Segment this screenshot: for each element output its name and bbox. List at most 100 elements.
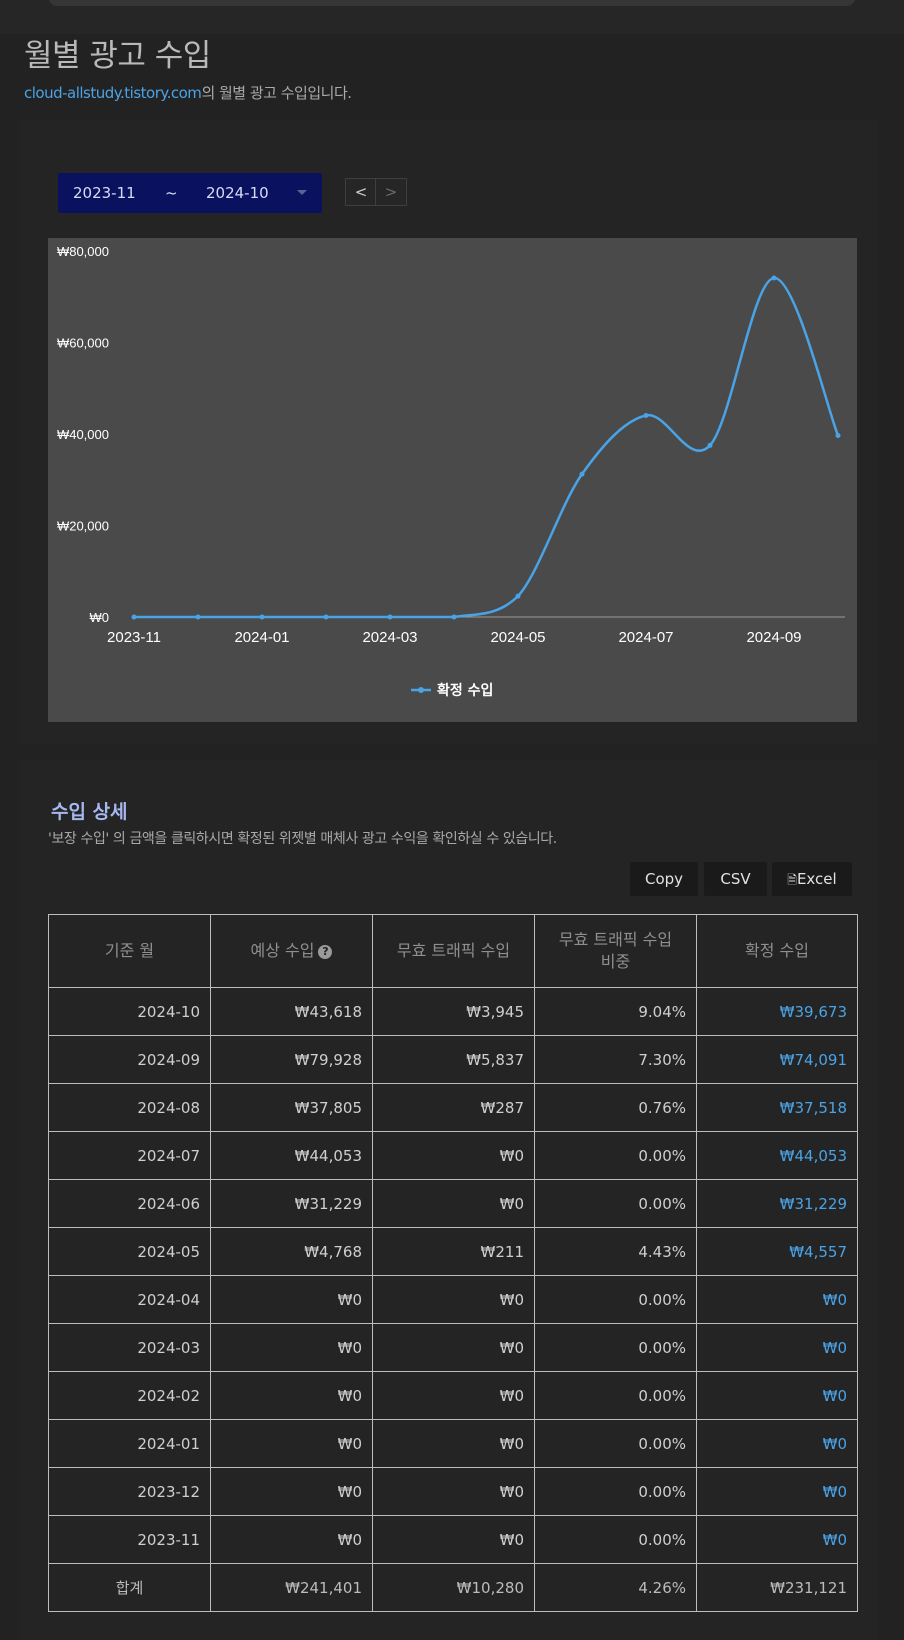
cell-month: 2024-04 (48, 1275, 211, 1324)
cell-invalid: ₩0 (372, 1179, 535, 1228)
cell-confirmed[interactable]: ₩0 (696, 1515, 858, 1564)
legend-label: 확정 수입 (437, 682, 493, 699)
y-tick-label: ₩60,000 (57, 336, 109, 351)
cell-confirmed[interactable]: ₩74,091 (696, 1035, 858, 1084)
cell-confirmed[interactable]: ₩0 (696, 1467, 858, 1516)
cell-ratio: 0.00% (534, 1371, 697, 1420)
cell-ratio: 0.00% (534, 1275, 697, 1324)
cell-confirmed[interactable]: ₩31,229 (696, 1179, 858, 1228)
header-invalid-ratio: 무효 트래픽 수입 비중 (534, 914, 697, 988)
copy-button[interactable]: Copy (630, 862, 698, 896)
header-expected: 예상 수입? (210, 914, 373, 988)
cell-month: 2023-12 (48, 1467, 211, 1516)
excel-button[interactable]: 🗎Excel (772, 862, 852, 896)
cell-invalid: ₩0 (372, 1419, 535, 1468)
data-point (707, 442, 713, 448)
total-cell-ratio: 4.26% (534, 1563, 697, 1612)
header-confirmed: 확정 수입 (696, 914, 858, 988)
cell-invalid: ₩0 (372, 1371, 535, 1420)
cell-expected: ₩0 (210, 1419, 373, 1468)
total-cell-confirmed: ₩231,121 (696, 1563, 858, 1612)
cell-invalid: ₩3,945 (372, 987, 535, 1036)
table-row: 2023-11 ₩0 ₩0 0.00% ₩0 (48, 1515, 858, 1564)
cell-month: 2024-05 (48, 1227, 211, 1276)
cell-confirmed[interactable]: ₩39,673 (696, 987, 858, 1036)
range-from[interactable]: 2023-11 (73, 184, 136, 202)
header-invalid-traffic: 무효 트래픽 수입 (372, 914, 535, 988)
caret-down-icon[interactable] (297, 190, 307, 195)
table-row: 2024-08 ₩37,805 ₩287 0.76% ₩37,518 (48, 1083, 858, 1132)
legend-marker (418, 687, 424, 693)
cell-ratio: 0.00% (534, 1323, 697, 1372)
next-range-button[interactable]: > (375, 178, 407, 206)
csv-button[interactable]: CSV (704, 862, 767, 896)
cell-expected: ₩79,928 (210, 1035, 373, 1084)
blog-domain-link[interactable]: cloud-allstudy.tistory.com (24, 84, 202, 102)
cell-confirmed[interactable]: ₩4,557 (696, 1227, 858, 1276)
cell-ratio: 9.04% (534, 987, 697, 1036)
cell-invalid: ₩5,837 (372, 1035, 535, 1084)
data-point (579, 471, 585, 477)
table-row: 2024-02 ₩0 ₩0 0.00% ₩0 (48, 1371, 858, 1420)
income-table: 기준 월 예상 수입? 무효 트래픽 수입 무효 트래픽 수입 비중 확정 수입… (48, 914, 858, 1612)
data-point (323, 614, 329, 620)
table-header-row: 기준 월 예상 수입? 무효 트래픽 수입 무효 트래픽 수입 비중 확정 수입 (48, 914, 858, 988)
cell-invalid: ₩0 (372, 1131, 535, 1180)
chevron-right-icon: > (384, 183, 398, 201)
cell-month: 2024-10 (48, 987, 211, 1036)
cell-ratio: 0.00% (534, 1131, 697, 1180)
header-expected-label: 예상 수입 (250, 941, 315, 960)
cell-confirmed[interactable]: ₩0 (696, 1275, 858, 1324)
date-range-picker[interactable]: 2023-11 ~ 2024-10 (58, 173, 322, 213)
cell-ratio: 0.00% (534, 1179, 697, 1228)
table-row: 2024-01 ₩0 ₩0 0.00% ₩0 (48, 1419, 858, 1468)
chevron-left-icon: < (354, 183, 368, 201)
y-tick-label: ₩40,000 (57, 427, 109, 442)
prev-range-button[interactable]: < (345, 178, 377, 206)
cell-expected: ₩44,053 (210, 1131, 373, 1180)
total-cell-invalid: ₩10,280 (372, 1563, 535, 1612)
table-row: 2024-03 ₩0 ₩0 0.00% ₩0 (48, 1323, 858, 1372)
page-title: 월별 광고 수입 (24, 38, 211, 74)
x-tick-label: 2024-01 (234, 629, 289, 646)
cell-expected: ₩43,618 (210, 987, 373, 1036)
cell-expected: ₩0 (210, 1467, 373, 1516)
x-tick-label: 2024-07 (618, 629, 673, 646)
cell-month: 2023-11 (48, 1515, 211, 1564)
total-cell-month: 합계 (48, 1563, 211, 1612)
cell-confirmed[interactable]: ₩44,053 (696, 1131, 858, 1180)
excel-label: Excel (796, 870, 837, 888)
x-tick-label: 2024-03 (362, 629, 417, 646)
cell-confirmed[interactable]: ₩37,518 (696, 1083, 858, 1132)
x-tick-label: 2024-05 (490, 629, 545, 646)
cell-invalid: ₩0 (372, 1275, 535, 1324)
data-point (387, 614, 393, 620)
cell-confirmed[interactable]: ₩0 (696, 1323, 858, 1372)
cell-confirmed[interactable]: ₩0 (696, 1371, 858, 1420)
cell-month: 2024-09 (48, 1035, 211, 1084)
series-line (133, 276, 840, 619)
excel-file-icon: 🗎 (787, 873, 797, 887)
cell-ratio: 0.76% (534, 1083, 697, 1132)
range-to[interactable]: 2024-10 (206, 184, 269, 202)
cell-ratio: 0.00% (534, 1419, 697, 1468)
table-total-row: 합계 ₩241,401 ₩10,280 4.26% ₩231,121 (48, 1563, 858, 1612)
search-bar[interactable] (48, 0, 856, 6)
data-point (451, 614, 457, 620)
cell-invalid: ₩287 (372, 1083, 535, 1132)
table-row: 2024-06 ₩31,229 ₩0 0.00% ₩31,229 (48, 1179, 858, 1228)
income-chart: ₩80,000 ₩60,000 ₩40,000 ₩20,000 ₩0 2023-11 202… (48, 238, 857, 722)
data-point (515, 593, 521, 599)
table-row: 2024-10 ₩43,618 ₩3,945 9.04% ₩39,673 (48, 987, 858, 1036)
cell-ratio: 0.00% (534, 1467, 697, 1516)
page-subtitle: cloud-allstudy.tistory.com의 월별 광고 수입입니다. (24, 82, 352, 103)
cell-ratio: 7.30% (534, 1035, 697, 1084)
cell-month: 2024-06 (48, 1179, 211, 1228)
help-icon[interactable]: ? (318, 945, 333, 959)
cell-expected: ₩0 (210, 1275, 373, 1324)
detail-title: 수입 상세 (51, 801, 128, 823)
cell-confirmed[interactable]: ₩0 (696, 1419, 858, 1468)
table-row: 2024-07 ₩44,053 ₩0 0.00% ₩44,053 (48, 1131, 858, 1180)
cell-invalid: ₩0 (372, 1467, 535, 1516)
y-tick-label: ₩80,000 (57, 244, 109, 259)
